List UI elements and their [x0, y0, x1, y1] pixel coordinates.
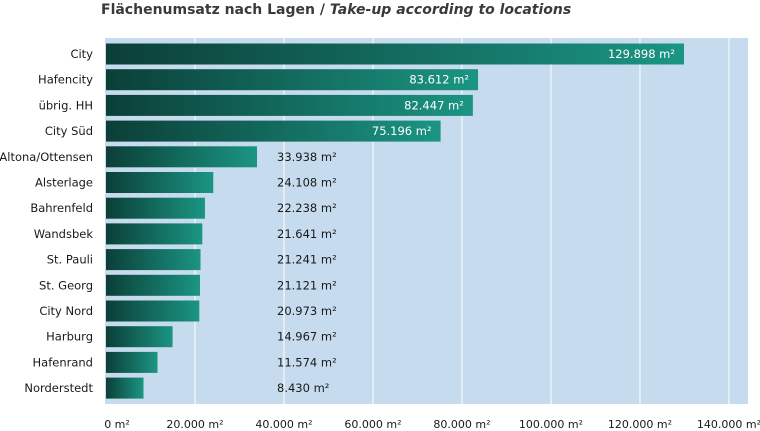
- value-label: 83.612 m²: [409, 73, 469, 87]
- bar: [106, 69, 479, 91]
- value-label: 21.241 m²: [277, 253, 337, 267]
- bar: [106, 223, 203, 245]
- value-label: 21.121 m²: [277, 278, 337, 292]
- bar: [106, 43, 684, 65]
- value-labels: 129.898 m² 83.612 m² 82.447 m² 75.196 m² 33.…: [277, 47, 675, 395]
- bar: [106, 172, 214, 193]
- bar: [106, 300, 200, 322]
- category-label: übrig. HH: [39, 98, 93, 112]
- x-tick-label: 60.000 m²: [344, 418, 401, 431]
- x-tick-label: 80.000 m²: [433, 418, 490, 431]
- category-label: Wandsbek: [34, 227, 94, 241]
- value-label: 14.967 m²: [277, 330, 337, 344]
- bar: [106, 326, 173, 348]
- x-tick-label: 140.000 m²: [697, 418, 760, 431]
- value-label: 8.430 m²: [277, 381, 329, 395]
- category-label: St. Georg: [39, 278, 93, 292]
- bar: [106, 146, 258, 168]
- category-label: Hafenrand: [33, 355, 93, 369]
- grid-lines: [194, 38, 730, 404]
- x-axis-tick-labels: 0 m² 20.000 m² 40.000 m² 60.000 m² 80.000 m²…: [104, 418, 760, 431]
- value-label: 24.108 m²: [277, 176, 337, 190]
- x-tick-label: 0 m²: [104, 418, 130, 431]
- value-label: 22.238 m²: [277, 201, 337, 215]
- chart-title: Flächenumsatz nach Lagen / Take-up accor…: [101, 0, 571, 20]
- category-label: Alsterlage: [35, 176, 93, 190]
- x-tick-label: 120.000 m²: [608, 418, 672, 431]
- category-label: Altona/Ottensen: [0, 150, 93, 164]
- value-label: 21.641 m²: [277, 227, 337, 241]
- x-tick-label: 20.000 m²: [166, 418, 223, 431]
- bar: [106, 94, 473, 116]
- value-label: 20.973 m²: [277, 304, 337, 318]
- chart-title-de: Flächenumsatz nach Lagen: [101, 2, 315, 18]
- x-tick-label: 100.000 m²: [519, 418, 583, 431]
- category-label: City Nord: [39, 304, 93, 318]
- chart-title-en: Take-up according to locations: [329, 2, 572, 18]
- bar: [106, 377, 144, 399]
- bar: [106, 249, 201, 271]
- chart-title-separator: /: [315, 2, 330, 18]
- value-label: 11.574 m²: [277, 355, 337, 369]
- bar: [106, 351, 158, 373]
- value-label: 33.938 m²: [277, 150, 337, 164]
- value-label: 75.196 m²: [372, 124, 432, 138]
- category-label: Bahrenfeld: [30, 201, 93, 215]
- category-label: City: [70, 47, 93, 61]
- bar: [106, 120, 441, 142]
- plot-background: [105, 38, 748, 404]
- category-label: St. Pauli: [47, 253, 93, 267]
- category-label: Harburg: [46, 330, 93, 344]
- bar: [106, 197, 205, 219]
- category-label: City Süd: [45, 124, 93, 138]
- x-tick-label: 40.000 m²: [255, 418, 312, 431]
- bars: [106, 43, 684, 399]
- value-label: 129.898 m²: [608, 47, 675, 61]
- category-label: Norderstedt: [24, 381, 93, 395]
- bar: [106, 274, 200, 296]
- value-label: 82.447 m²: [404, 98, 464, 112]
- category-label: Hafencity: [38, 73, 93, 87]
- category-labels: City Hafencity übrig. HH City Süd Altona/Ott…: [0, 47, 93, 395]
